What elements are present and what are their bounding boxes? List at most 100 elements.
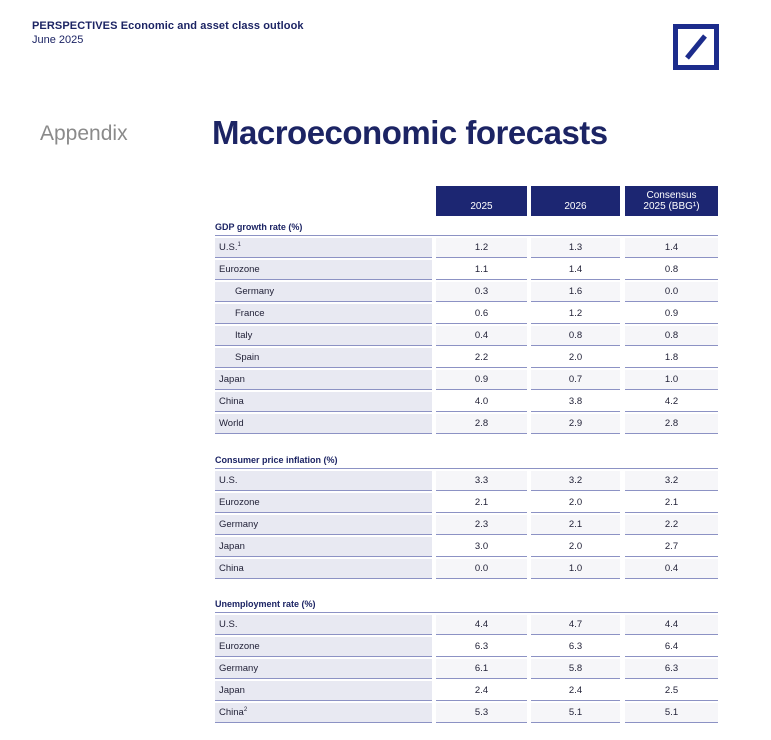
value-consensus: 2.7 <box>625 537 718 557</box>
row-label: U.S. <box>215 471 432 491</box>
section-consumer-inflation-title: Consumer price inflation (%) <box>215 455 338 465</box>
row-label: China2 <box>215 703 432 723</box>
value-2026: 0.7 <box>531 370 620 390</box>
report-date: June 2025 <box>32 34 84 46</box>
value-2025: 2.8 <box>436 414 527 434</box>
row-label: Germany <box>215 515 432 535</box>
appendix-label: Appendix <box>40 122 128 145</box>
table-row: U.S. 3.3 3.2 3.2 <box>215 471 718 491</box>
row-label: World <box>215 414 432 434</box>
row-label: Japan <box>215 681 432 701</box>
section-unemployment-title: Unemployment rate (%) <box>215 599 316 609</box>
table-row: Japan 2.4 2.4 2.5 <box>215 681 718 701</box>
value-consensus: 2.2 <box>625 515 718 535</box>
table-row: France 0.6 1.2 0.9 <box>215 304 718 324</box>
value-2026: 2.0 <box>531 348 620 368</box>
footnote-marker: 1 <box>237 241 241 248</box>
table-row: China2 5.3 5.1 5.1 <box>215 703 718 723</box>
column-header-2026: 2026 <box>531 186 620 216</box>
value-consensus: 1.0 <box>625 370 718 390</box>
value-2026: 5.1 <box>531 703 620 723</box>
value-2026: 2.4 <box>531 681 620 701</box>
table-row: Eurozone 6.3 6.3 6.4 <box>215 637 718 657</box>
value-2026: 3.2 <box>531 471 620 491</box>
value-2026: 0.8 <box>531 326 620 346</box>
value-2025: 4.4 <box>436 615 527 635</box>
value-2026: 2.0 <box>531 493 620 513</box>
value-consensus: 2.8 <box>625 414 718 434</box>
value-consensus: 0.9 <box>625 304 718 324</box>
value-2025: 5.3 <box>436 703 527 723</box>
row-label: Italy <box>215 326 432 346</box>
value-2025: 4.0 <box>436 392 527 412</box>
value-2026: 3.8 <box>531 392 620 412</box>
value-2025: 2.2 <box>436 348 527 368</box>
value-consensus: 6.3 <box>625 659 718 679</box>
value-2025: 1.1 <box>436 260 527 280</box>
table-row: Italy 0.4 0.8 0.8 <box>215 326 718 346</box>
section-divider <box>215 468 718 469</box>
value-2026: 4.7 <box>531 615 620 635</box>
value-consensus: 0.8 <box>625 260 718 280</box>
value-2025: 0.9 <box>436 370 527 390</box>
table-row: Eurozone 1.1 1.4 0.8 <box>215 260 718 280</box>
value-consensus: 1.4 <box>625 238 718 258</box>
footnote-marker: 2 <box>243 706 248 713</box>
value-consensus: 3.2 <box>625 471 718 491</box>
table-row: Germany 2.3 2.1 2.2 <box>215 515 718 535</box>
value-consensus: 0.8 <box>625 326 718 346</box>
row-label: U.S. <box>215 615 432 635</box>
value-2025: 0.0 <box>436 559 527 579</box>
table-row: Japan 3.0 2.0 2.7 <box>215 537 718 557</box>
bank-logo-icon <box>673 24 719 70</box>
value-consensus: 6.4 <box>625 637 718 657</box>
value-2026: 5.8 <box>531 659 620 679</box>
row-label: Eurozone <box>215 637 432 657</box>
table-row: U.S. 4.4 4.7 4.4 <box>215 615 718 635</box>
table-row: U.S.1 1.2 1.3 1.4 <box>215 238 718 258</box>
value-2026: 1.3 <box>531 238 620 258</box>
row-label: Eurozone <box>215 493 432 513</box>
value-2026: 1.4 <box>531 260 620 280</box>
table-row: China 4.0 3.8 4.2 <box>215 392 718 412</box>
value-2025: 0.6 <box>436 304 527 324</box>
value-2026: 2.1 <box>531 515 620 535</box>
row-label: Germany <box>215 659 432 679</box>
value-consensus: 1.8 <box>625 348 718 368</box>
row-label: Germany <box>215 282 432 302</box>
value-2026: 1.0 <box>531 559 620 579</box>
table-row: Spain 2.2 2.0 1.8 <box>215 348 718 368</box>
value-2026: 1.6 <box>531 282 620 302</box>
value-2025: 1.2 <box>436 238 527 258</box>
brand-name: PERSPECTIVES <box>32 20 118 32</box>
row-label: U.S.1 <box>215 238 432 258</box>
value-2025: 2.1 <box>436 493 527 513</box>
value-2026: 2.0 <box>531 537 620 557</box>
row-label: China <box>215 559 432 579</box>
table-row: China 0.0 1.0 0.4 <box>215 559 718 579</box>
table-row: World 2.8 2.9 2.8 <box>215 414 718 434</box>
table-row: Eurozone 2.1 2.0 2.1 <box>215 493 718 513</box>
column-header-consensus: Consensus 2025 (BBG¹) <box>625 186 718 216</box>
column-header-2025: 2025 <box>436 186 527 216</box>
table-row: Japan 0.9 0.7 1.0 <box>215 370 718 390</box>
row-label: Eurozone <box>215 260 432 280</box>
row-label: France <box>215 304 432 324</box>
page-title: Macroeconomic forecasts <box>212 114 608 151</box>
value-2026: 2.9 <box>531 414 620 434</box>
value-2025: 3.0 <box>436 537 527 557</box>
table-row: Germany 6.1 5.8 6.3 <box>215 659 718 679</box>
row-label: China <box>215 392 432 412</box>
section-gdp-growth-title: GDP growth rate (%) <box>215 222 303 232</box>
row-label: Japan <box>215 537 432 557</box>
value-2025: 6.1 <box>436 659 527 679</box>
section-divider <box>215 612 718 613</box>
value-consensus: 0.4 <box>625 559 718 579</box>
value-consensus: 5.1 <box>625 703 718 723</box>
report-subtitle: Economic and asset class outlook <box>120 20 304 32</box>
row-label: Spain <box>215 348 432 368</box>
value-consensus: 4.4 <box>625 615 718 635</box>
value-2025: 6.3 <box>436 637 527 657</box>
value-2025: 2.3 <box>436 515 527 535</box>
value-consensus: 2.1 <box>625 493 718 513</box>
